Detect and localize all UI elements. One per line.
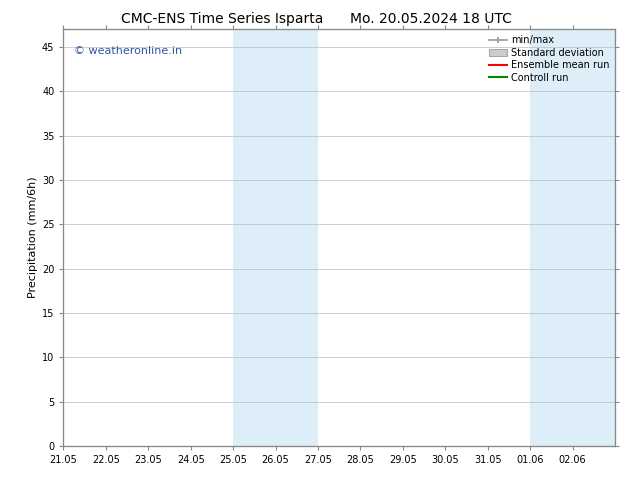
Text: © weatheronline.in: © weatheronline.in bbox=[74, 46, 183, 56]
Y-axis label: Precipitation (mm/6h): Precipitation (mm/6h) bbox=[28, 177, 37, 298]
Text: CMC-ENS Time Series Isparta: CMC-ENS Time Series Isparta bbox=[120, 12, 323, 26]
Bar bbox=[573, 29, 615, 446]
Legend: min/max, Standard deviation, Ensemble mean run, Controll run: min/max, Standard deviation, Ensemble me… bbox=[486, 31, 613, 86]
Bar bbox=[233, 29, 276, 446]
Text: Mo. 20.05.2024 18 UTC: Mo. 20.05.2024 18 UTC bbox=[350, 12, 512, 26]
Bar bbox=[276, 29, 318, 446]
Bar bbox=[530, 29, 573, 446]
